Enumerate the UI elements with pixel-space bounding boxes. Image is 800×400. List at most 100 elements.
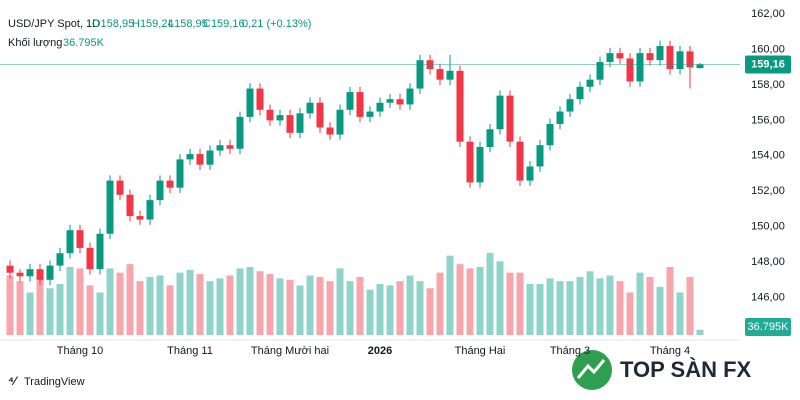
- candle-body: [656, 46, 664, 61]
- candle-body: [236, 116, 244, 149]
- x-tick-label: Tháng 4: [650, 345, 690, 357]
- x-tick-label: Tháng 11: [167, 345, 213, 357]
- x-tick-label: Tháng 3: [550, 345, 590, 357]
- volume-bar: [586, 271, 594, 335]
- volume-bar: [206, 281, 214, 335]
- candle-body: [556, 111, 564, 124]
- volume-bar: [336, 268, 344, 335]
- candle-body: [526, 166, 534, 181]
- volume-bar: [506, 272, 514, 335]
- ohlc-close: C159,16: [203, 18, 245, 30]
- volume-bar: [66, 267, 74, 335]
- volume-badge-label: 36.795K: [748, 321, 790, 333]
- volume-bar: [216, 278, 224, 335]
- volume-bar: [496, 261, 504, 335]
- candle-body: [686, 51, 694, 68]
- candle-body: [226, 145, 234, 149]
- candle-body: [316, 102, 324, 128]
- candle-body: [196, 154, 204, 165]
- volume-bar: [616, 281, 624, 335]
- candle-body: [616, 53, 624, 59]
- volume-bar: [356, 276, 364, 335]
- volume-bar: [536, 284, 544, 335]
- candle-body: [66, 230, 74, 254]
- volume-badge-box: [745, 318, 791, 336]
- volume-bar: [656, 286, 664, 335]
- volume-bar: [636, 272, 644, 335]
- volume-bar: [106, 268, 114, 335]
- header: USD/JPY Spot, 1D O158,95 H159,24 L158,95…: [8, 18, 311, 49]
- candle-body: [586, 79, 594, 87]
- y-tick-label: 158,00: [751, 79, 785, 91]
- candle-body: [626, 58, 634, 82]
- volume-bar: [466, 268, 474, 335]
- candle-body: [396, 99, 404, 105]
- volume-bar: [296, 285, 304, 335]
- candle-body: [16, 272, 24, 277]
- watermark-text: TOP SÀN FX: [620, 357, 752, 382]
- change: 0,21 (+0.13%): [242, 18, 311, 30]
- ohlc-high: H159,24: [132, 18, 174, 30]
- volume-bar: [436, 272, 444, 335]
- volume-bar: [596, 278, 604, 335]
- volume-value: 36.795K: [63, 37, 105, 49]
- candle-body: [36, 269, 44, 280]
- candle-body: [546, 123, 554, 146]
- candle-body: [516, 141, 524, 181]
- volume-bar: [606, 275, 614, 335]
- candle-body: [456, 70, 464, 142]
- volume-bar: [266, 274, 274, 335]
- volume-bar: [566, 281, 574, 335]
- candle-body: [86, 247, 94, 270]
- candle-body: [296, 113, 304, 133]
- candle-body: [146, 200, 154, 220]
- candle-body: [116, 180, 124, 195]
- candle-body: [596, 61, 604, 80]
- volume-bar: [386, 285, 394, 335]
- volume-bar: [276, 278, 284, 335]
- last-price-box: [745, 55, 791, 74]
- candle-body: [436, 69, 444, 80]
- last-price-label: 159,16: [751, 58, 785, 70]
- volume-bar: [186, 269, 194, 335]
- ohlc-open: O158,95: [92, 18, 134, 30]
- y-tick-label: 148,00: [751, 256, 785, 268]
- candle-body: [476, 146, 484, 183]
- candle-body: [576, 86, 584, 100]
- volume-bar: [226, 275, 234, 335]
- volume-bar: [76, 268, 84, 335]
- volume-bar: [576, 276, 584, 335]
- candle-body: [96, 233, 104, 270]
- volume-bar: [86, 285, 94, 335]
- volume-bar: [456, 264, 464, 335]
- candle-body: [256, 88, 264, 110]
- candle-body: [56, 253, 64, 266]
- brand-name: TradingView: [24, 376, 85, 388]
- candle-body: [416, 60, 424, 89]
- y-tick-label: 152,00: [751, 185, 785, 197]
- volume-bar: [306, 275, 314, 335]
- volume-bar: [166, 285, 174, 335]
- volume-bar: [46, 288, 54, 335]
- volume-bar: [6, 275, 14, 335]
- volume-bar: [346, 281, 354, 335]
- volume-bar: [316, 276, 324, 335]
- volume-bar: [146, 276, 154, 335]
- volume-bar: [526, 284, 534, 335]
- volume-bar: [176, 272, 184, 335]
- x-tick-label: Tháng Mười hai: [251, 345, 329, 357]
- candle-body: [536, 145, 544, 167]
- volume-bar: [136, 281, 144, 335]
- candle-body: [306, 102, 314, 114]
- candle-body: [646, 53, 654, 61]
- volume-bar: [556, 281, 564, 335]
- volume-bar: [686, 276, 694, 335]
- volume-bar: [406, 275, 414, 335]
- x-tick-label: Tháng 10: [57, 345, 103, 357]
- symbol: USD/JPY Spot, 1D: [8, 18, 100, 30]
- candle-body: [386, 99, 394, 103]
- y-tick-label: 156,00: [751, 114, 785, 126]
- candle-body: [326, 127, 334, 135]
- x-tick-label: 2026: [368, 345, 392, 357]
- volume-bar: [156, 275, 164, 335]
